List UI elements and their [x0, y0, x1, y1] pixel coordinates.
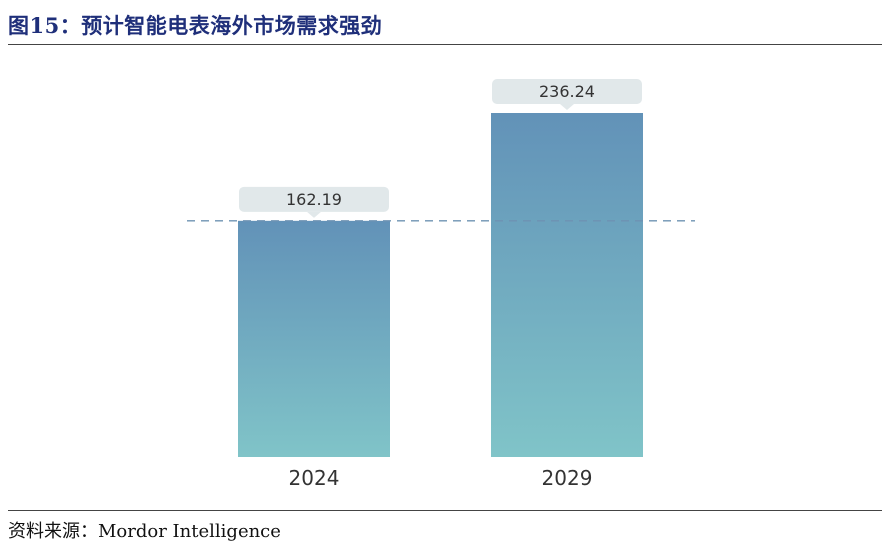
bottom-rule — [8, 510, 882, 511]
category-label-2024: 2024 — [289, 466, 340, 490]
value-callout-pointer — [560, 104, 574, 110]
value-callout-pointer — [307, 211, 321, 218]
category-label-2029: 2029 — [542, 466, 593, 490]
value-callout-2029: 236.24 — [492, 79, 642, 110]
bar-2024 — [238, 220, 390, 457]
bar-2029 — [491, 113, 643, 457]
top-rule — [8, 44, 882, 45]
value-callout-box — [239, 186, 389, 212]
figure-title: 图15：预计智能电表海外市场需求强劲 — [8, 13, 383, 38]
source-note: 资料来源：Mordor Intelligence — [8, 521, 281, 542]
value-label-2024: 162.19 — [286, 190, 342, 209]
value-callout-box — [492, 79, 642, 104]
value-callout-2024: 162.19 — [239, 186, 389, 218]
value-label-2029: 236.24 — [539, 82, 595, 101]
